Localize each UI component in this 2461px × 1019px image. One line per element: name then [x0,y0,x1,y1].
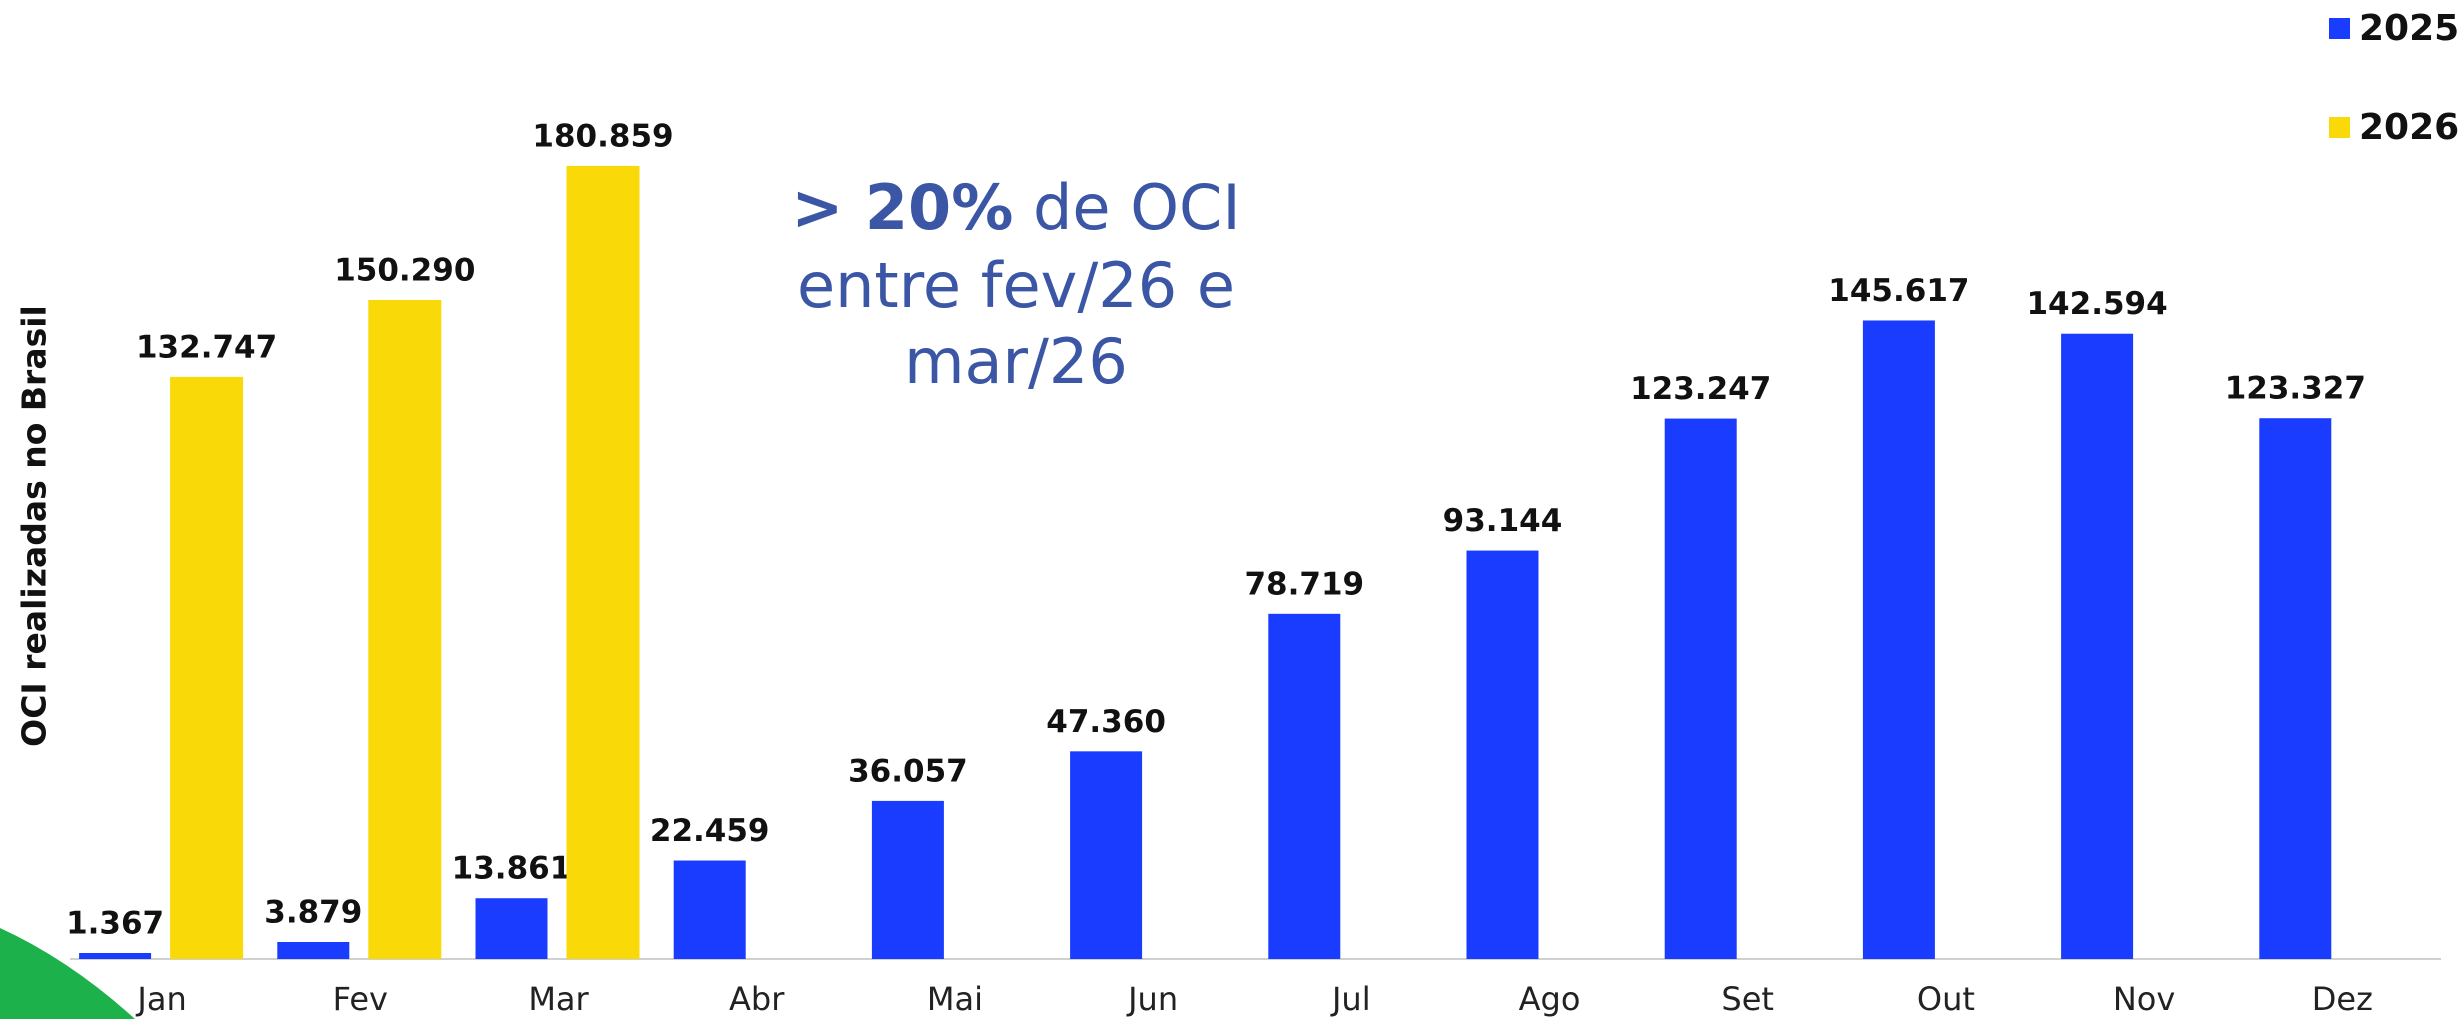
annotation-emphasis: > 20% [791,171,1013,244]
bar [871,800,944,959]
data-label: 78.719 [1244,566,1364,602]
x-tick-label: Out [1917,980,1975,1018]
bar [2259,418,2332,960]
data-label: 36.057 [848,753,968,789]
legend-swatch [2329,18,2350,39]
data-label: 142.594 [2026,286,2167,322]
x-tick-label: Jul [1330,980,1371,1018]
x-tick-label: Mai [927,980,983,1018]
x-tick-label: Abr [729,980,785,1018]
data-label: 93.144 [1443,503,1563,539]
x-tick-label: Dez [2312,980,2373,1018]
data-label: 3.879 [264,894,362,930]
legend-swatch [2329,117,2350,138]
data-label: 1.367 [66,906,164,942]
x-tick-label: Ago [1519,980,1581,1018]
annotation: entre fev/26 e [797,249,1235,322]
data-label: 123.327 [2225,371,2366,407]
bar [1862,320,1935,959]
bar [1664,418,1737,960]
bar [368,299,442,959]
decoration [0,928,135,1019]
bar [475,898,548,959]
data-label: 180.859 [532,118,673,154]
x-tick-label: Nov [2113,980,2175,1018]
bar [79,953,152,959]
legend-label: 2026 [2359,107,2459,148]
data-label: 145.617 [1828,273,1969,309]
bar [170,376,244,959]
x-tick-label: Jan [135,980,186,1018]
data-label: 13.861 [452,851,572,887]
data-label: 132.747 [136,329,277,365]
bar [1070,751,1143,959]
annotation: > 20% de OCI [791,171,1240,244]
data-label: 47.360 [1046,704,1166,740]
y-axis-label: OCI realizadas no Brasil [15,305,54,747]
bar [1268,613,1341,959]
annotation-text: de OCI [1033,171,1241,244]
annotation: mar/26 [904,325,1128,398]
bar [2061,333,2134,959]
x-tick-label: Mar [528,980,589,1018]
data-label: 22.459 [650,813,770,849]
x-tick-label: Jun [1126,980,1178,1018]
x-tick-label: Fev [333,980,388,1018]
bar [1466,550,1539,959]
legend-label: 2025 [2359,8,2459,49]
data-label: 123.247 [1630,371,1771,407]
bar [566,165,640,959]
x-tick-label: Set [1721,980,1774,1018]
bar [673,860,746,959]
data-label: 150.290 [334,252,475,288]
bar [277,941,350,959]
